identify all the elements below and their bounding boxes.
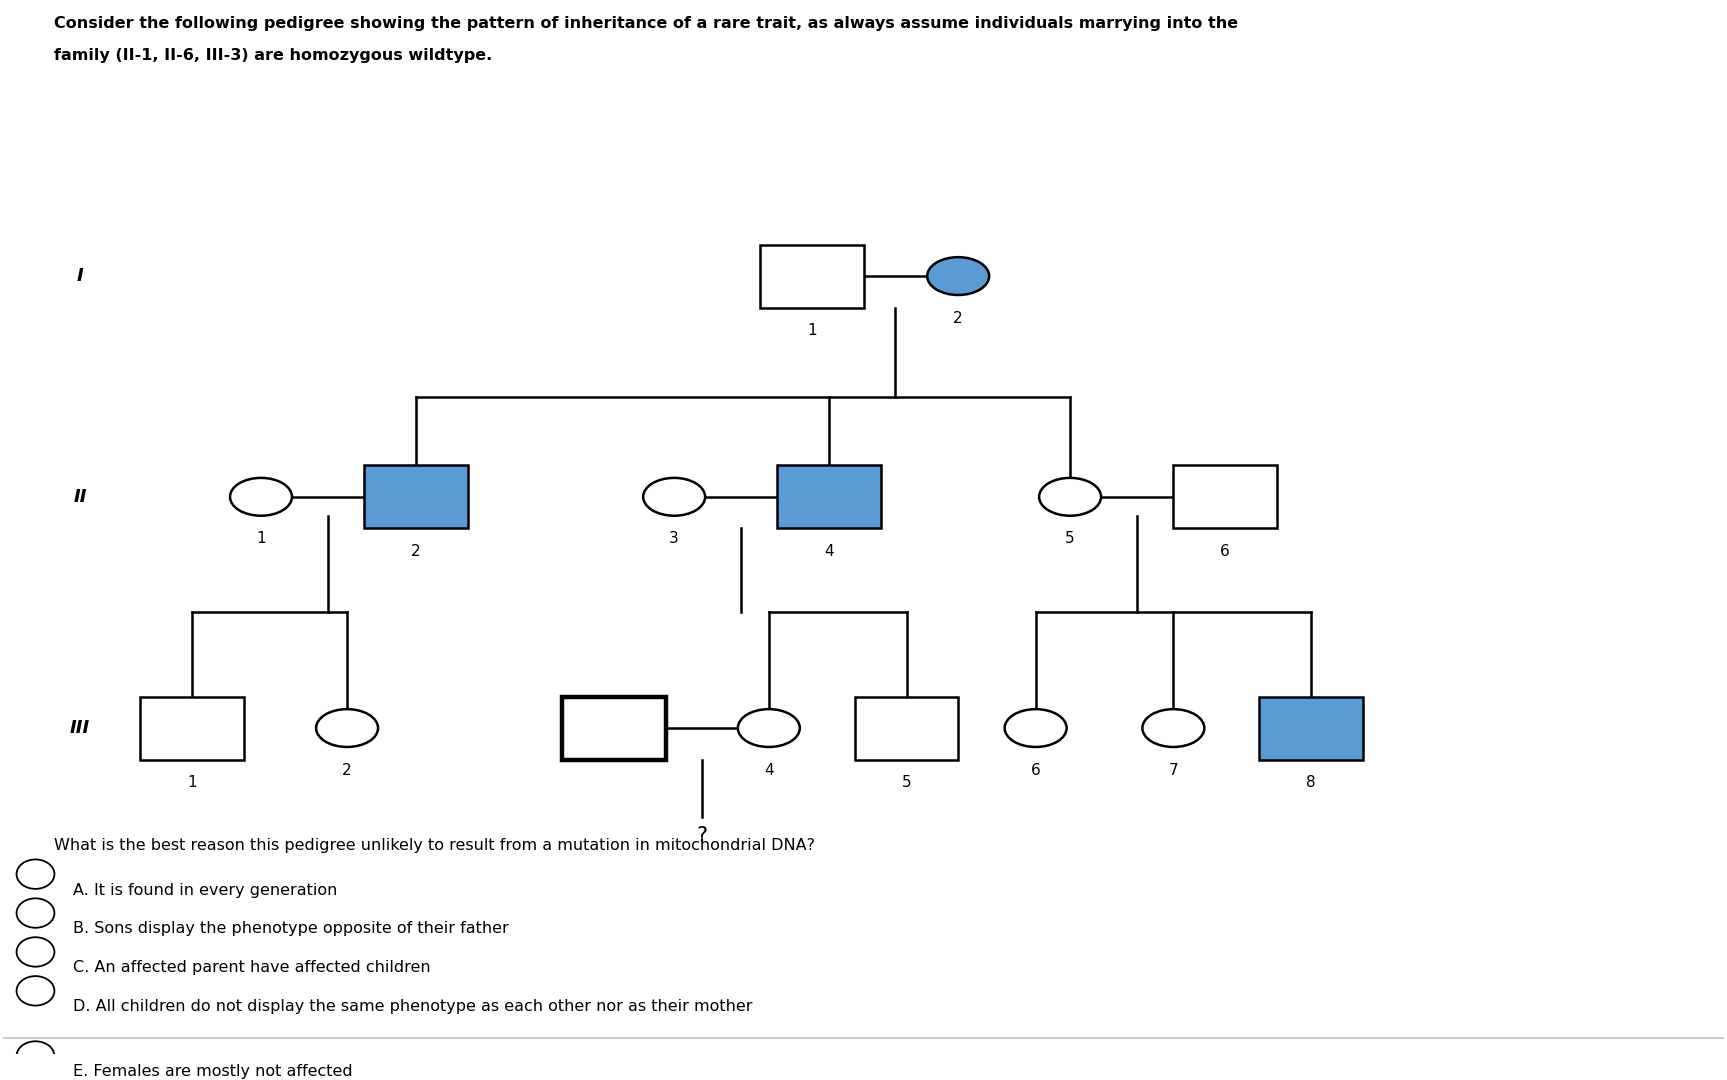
Text: 2: 2 <box>411 544 421 559</box>
Ellipse shape <box>17 937 55 967</box>
Text: Consider the following pedigree showing the pattern of inheritance of a rare tra: Consider the following pedigree showing … <box>55 16 1238 31</box>
Text: 8: 8 <box>1306 775 1316 791</box>
Ellipse shape <box>1142 710 1204 747</box>
Ellipse shape <box>737 710 800 747</box>
Text: E. Females are mostly not affected: E. Females are mostly not affected <box>73 1065 352 1079</box>
Ellipse shape <box>17 860 55 889</box>
Text: 7: 7 <box>1169 762 1178 778</box>
Text: 6: 6 <box>1031 762 1041 778</box>
Bar <box>563 697 665 759</box>
Bar <box>855 697 958 759</box>
Text: C. An affected parent have affected children: C. An affected parent have affected chil… <box>73 960 432 975</box>
Bar <box>1173 465 1276 528</box>
Text: family (II-1, II-6, III-3) are homozygous wildtype.: family (II-1, II-6, III-3) are homozygou… <box>55 48 492 63</box>
Text: 5: 5 <box>1066 531 1074 546</box>
Bar <box>1259 697 1363 759</box>
Text: II: II <box>74 488 86 505</box>
Bar <box>364 465 468 528</box>
Bar <box>140 697 244 759</box>
Ellipse shape <box>316 710 378 747</box>
Text: 1: 1 <box>256 531 266 546</box>
Text: 3: 3 <box>670 531 679 546</box>
Text: 4: 4 <box>824 544 834 559</box>
Text: A. It is found in every generation: A. It is found in every generation <box>73 882 338 897</box>
Bar <box>777 465 881 528</box>
Ellipse shape <box>17 1041 55 1070</box>
Ellipse shape <box>1005 710 1067 747</box>
Text: B. Sons display the phenotype opposite of their father: B. Sons display the phenotype opposite o… <box>73 921 509 936</box>
Text: 2: 2 <box>342 762 352 778</box>
Text: III: III <box>71 719 90 737</box>
Text: 2: 2 <box>953 311 964 326</box>
Text: D. All children do not display the same phenotype as each other nor as their mot: D. All children do not display the same … <box>73 999 753 1014</box>
Ellipse shape <box>1040 477 1102 516</box>
Bar <box>760 244 864 308</box>
Ellipse shape <box>642 477 705 516</box>
Text: I: I <box>78 267 83 285</box>
Text: 1: 1 <box>807 323 817 338</box>
Text: 4: 4 <box>763 762 774 778</box>
Ellipse shape <box>17 899 55 928</box>
Ellipse shape <box>927 257 990 295</box>
Text: ?: ? <box>696 826 708 846</box>
Text: 5: 5 <box>901 775 912 791</box>
Ellipse shape <box>17 976 55 1005</box>
Text: What is the best reason this pedigree unlikely to result from a mutation in mito: What is the best reason this pedigree un… <box>55 838 815 853</box>
Text: 6: 6 <box>1221 544 1230 559</box>
Ellipse shape <box>230 477 292 516</box>
Text: 1: 1 <box>187 775 197 791</box>
